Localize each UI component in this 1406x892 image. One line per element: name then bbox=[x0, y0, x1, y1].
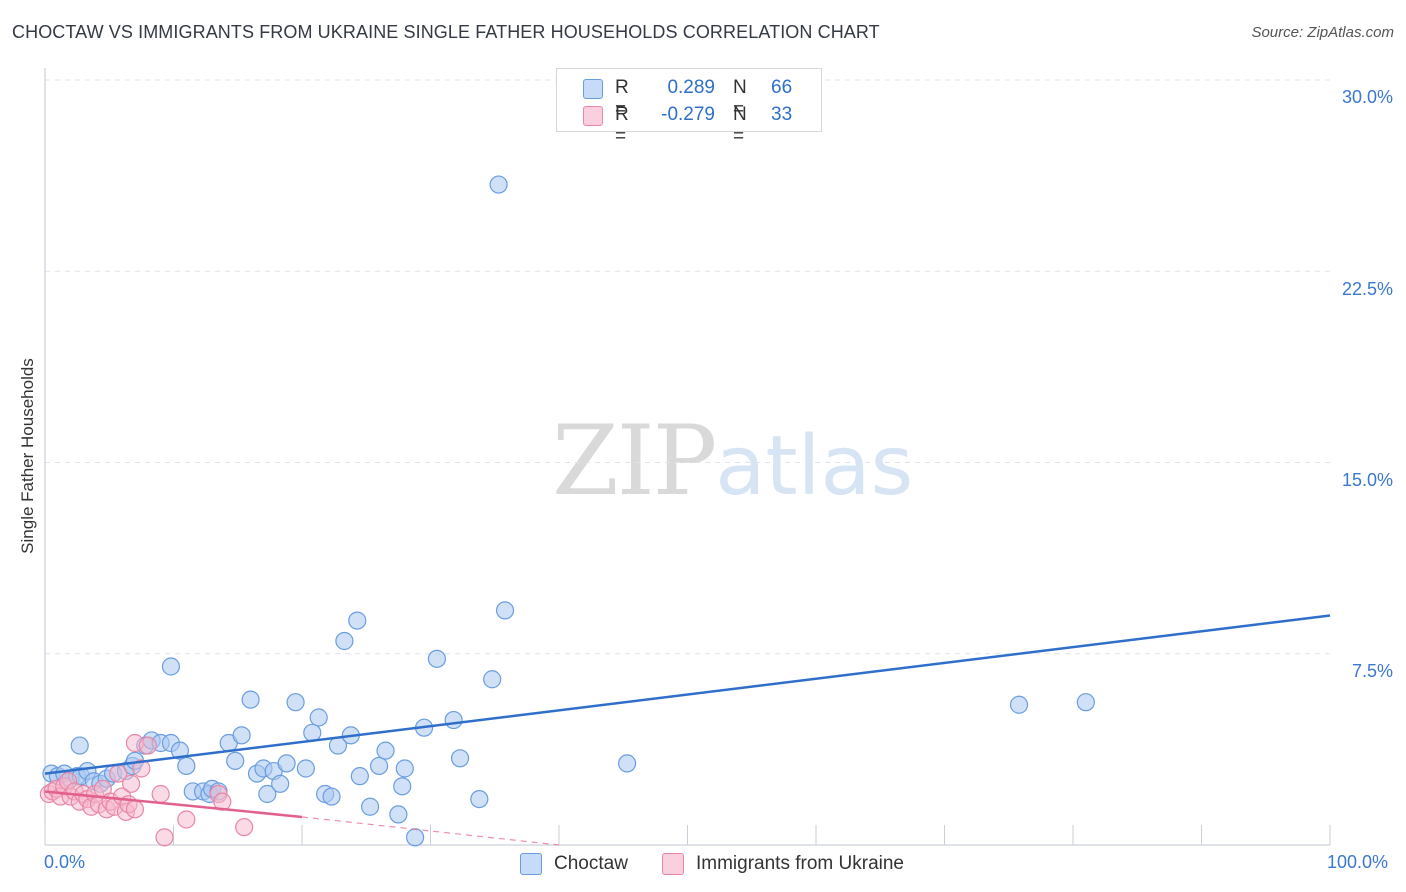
series-swatch-ukraine bbox=[662, 853, 684, 875]
choctaw-point bbox=[450, 749, 470, 768]
choctaw-point bbox=[393, 777, 412, 796]
choctaw-point bbox=[470, 789, 489, 809]
choctaw-point bbox=[241, 690, 260, 709]
choctaw-point bbox=[350, 767, 369, 786]
series-legend: Choctaw Immigrants from Ukraine bbox=[0, 852, 1406, 878]
series-swatch-choctaw bbox=[520, 853, 542, 875]
watermark-zip: ZIP bbox=[552, 405, 717, 517]
ukraine-point bbox=[138, 736, 157, 755]
legend-n-value: 33 bbox=[771, 104, 793, 125]
choctaw-point bbox=[376, 741, 395, 760]
choctaw-point bbox=[177, 756, 196, 776]
ukraine-trend-line bbox=[44, 790, 303, 819]
watermark: ZIPatlas bbox=[552, 405, 913, 517]
choctaw-point bbox=[309, 708, 328, 727]
choctaw-point bbox=[1009, 695, 1029, 714]
legend-r-value: 0.289 bbox=[667, 77, 715, 98]
choctaw-point bbox=[1076, 693, 1095, 712]
x-tick-label-max: 100.0% bbox=[1327, 852, 1389, 872]
legend-r-label: R = bbox=[615, 77, 629, 120]
choctaw-trend-line bbox=[44, 614, 1331, 775]
legend-r-label: R = bbox=[615, 104, 629, 147]
choctaw-point bbox=[322, 787, 341, 806]
choctaw-point bbox=[361, 797, 380, 816]
choctaw-point bbox=[286, 693, 305, 712]
stats-legend: R = 0.289 N = 66 R = -0.279 N = 33 bbox=[556, 68, 822, 147]
choctaw-point bbox=[296, 759, 315, 778]
y-tick-label: 15.0% bbox=[1341, 470, 1393, 490]
choctaw-point bbox=[618, 754, 637, 773]
choctaw-point bbox=[389, 805, 408, 824]
series-label-choctaw: Choctaw bbox=[554, 853, 628, 874]
choctaw-point bbox=[348, 611, 367, 630]
y-tick-label: 7.5% bbox=[1351, 661, 1393, 681]
watermark-atlas: atlas bbox=[715, 419, 914, 514]
ukraine-point bbox=[132, 759, 151, 778]
y-tick-label: 30.0% bbox=[1341, 87, 1393, 107]
chart-title: CHOCTAW VS IMMIGRANTS FROM UKRAINE SINGL… bbox=[12, 22, 880, 42]
choctaw-point bbox=[170, 741, 190, 760]
ukraine-point bbox=[151, 784, 170, 804]
choctaw-point bbox=[427, 649, 447, 668]
ukraine-point bbox=[235, 818, 254, 837]
choctaw-point bbox=[271, 774, 290, 793]
ukraine-point bbox=[155, 828, 174, 847]
legend-n-value: 66 bbox=[771, 77, 793, 98]
choctaw-point bbox=[161, 657, 181, 676]
y-tick-label: 22.5% bbox=[1341, 279, 1393, 299]
x-tick-label-min: 0.0% bbox=[44, 852, 86, 872]
legend-swatch-ukraine bbox=[583, 106, 603, 126]
legend-n-label: N = bbox=[733, 77, 747, 120]
legend-swatch-choctaw bbox=[583, 79, 603, 99]
series-label-ukraine: Immigrants from Ukraine bbox=[696, 853, 904, 874]
choctaw-point bbox=[232, 726, 251, 745]
legend-n-label: N = bbox=[733, 104, 747, 147]
choctaw-point bbox=[405, 828, 425, 847]
choctaw-point bbox=[444, 710, 463, 730]
legend-r-value: -0.279 bbox=[661, 104, 715, 125]
ukraine-point bbox=[177, 810, 196, 829]
ukraine-point bbox=[125, 800, 145, 819]
choctaw-point bbox=[335, 631, 354, 651]
choctaw-point bbox=[258, 784, 277, 804]
ukraine-point bbox=[121, 774, 141, 793]
choctaw-point bbox=[395, 759, 414, 778]
choctaw-point bbox=[370, 756, 389, 776]
choctaw-point bbox=[489, 175, 508, 194]
choctaw-point bbox=[226, 751, 245, 770]
choctaw-point bbox=[277, 754, 296, 773]
choctaw-point bbox=[483, 670, 502, 689]
choctaw-point bbox=[495, 601, 515, 620]
source-credit: Source: ZipAtlas.com bbox=[1251, 24, 1394, 41]
choctaw-point bbox=[70, 736, 89, 755]
